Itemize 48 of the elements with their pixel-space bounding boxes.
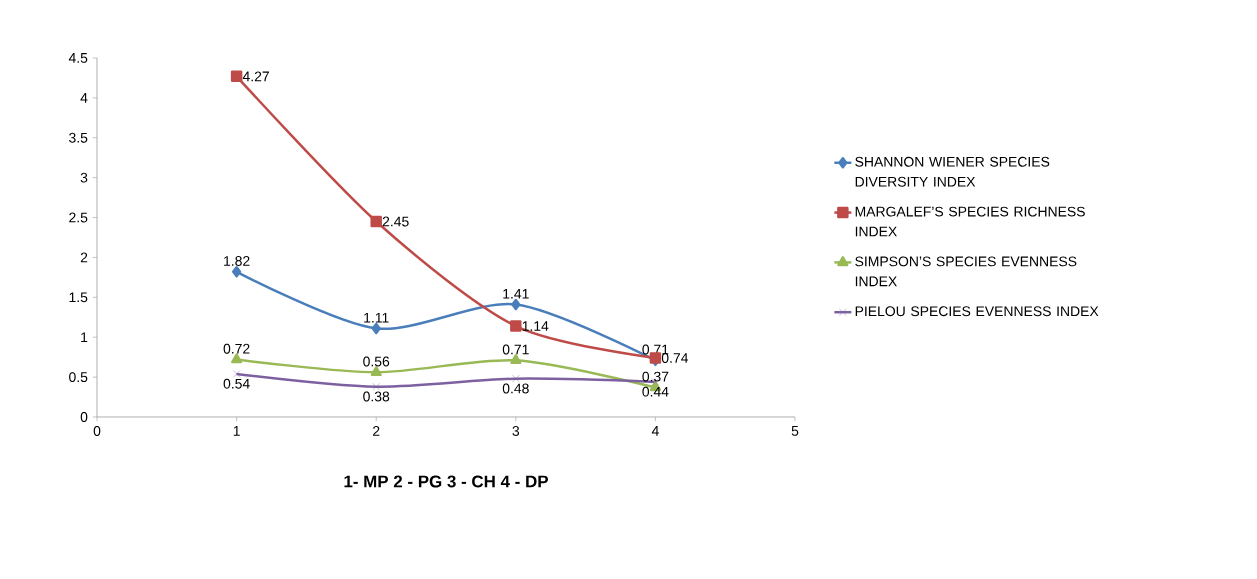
x-tick-label: 1	[233, 426, 240, 436]
point	[231, 353, 243, 364]
point	[372, 382, 380, 391]
data-label: 1.11	[364, 312, 389, 323]
point	[230, 70, 243, 83]
data-label: 0.56	[363, 356, 390, 367]
y-tick-label: 4	[80, 93, 88, 103]
point	[371, 322, 381, 335]
point	[232, 266, 242, 278]
y-tick-label: 3	[80, 172, 88, 183]
data-label: 2.45	[382, 216, 409, 227]
legend-label: SIMPSON’S SPECIES EVENNESS INDEX	[855, 256, 1077, 287]
x-tick-label: 0	[93, 426, 101, 436]
data-label: 0.44	[642, 386, 669, 397]
y-tick-label: 1.5	[69, 292, 88, 303]
x-tick-label: 5	[791, 426, 799, 436]
data-label: 0.38	[363, 391, 390, 402]
x-tick-label: 4	[651, 426, 659, 436]
legend-label: MARGALEF’S SPECIES RICHNESS INDEX	[855, 206, 1085, 237]
y-tick-label: 4.5	[68, 53, 88, 63]
y-tick-label: 0.5	[69, 372, 88, 383]
y-tick-label: 3.5	[69, 132, 88, 143]
data-label: 0.71	[502, 344, 529, 355]
data-label: 1.41	[503, 289, 529, 299]
data-label: 1.82	[224, 256, 250, 266]
point	[370, 215, 382, 228]
point	[510, 320, 522, 332]
data-label: 0.48	[502, 383, 529, 394]
y-tick-label: 2	[80, 252, 88, 263]
x-axis-title: 1- MP 2 - PG 3 - CH 4 - DP	[344, 475, 548, 488]
y-tick-label: 0	[80, 412, 88, 422]
point	[232, 370, 241, 378]
data-label: 0.72	[223, 343, 250, 354]
y-tick-label: 2.5	[69, 212, 88, 223]
x-tick-label: 2	[373, 426, 380, 436]
legend-label: SHANNON WIENER SPECIES DIVERSITY INDEX	[855, 156, 1050, 187]
x-tick-label: 3	[512, 426, 520, 436]
data-label: 4.27	[242, 71, 269, 82]
point	[511, 298, 521, 311]
data-label: 0.54	[223, 378, 250, 389]
point	[370, 366, 382, 377]
data-label: 0.37	[642, 371, 669, 382]
y-tick-label: 1	[81, 332, 88, 343]
legend-label: PIELOU SPECIES EVENNESS INDEX	[855, 306, 1099, 317]
point	[512, 374, 520, 383]
point	[510, 354, 522, 365]
data-label: 1.14	[522, 321, 549, 331]
data-label: 0.74	[661, 353, 689, 363]
